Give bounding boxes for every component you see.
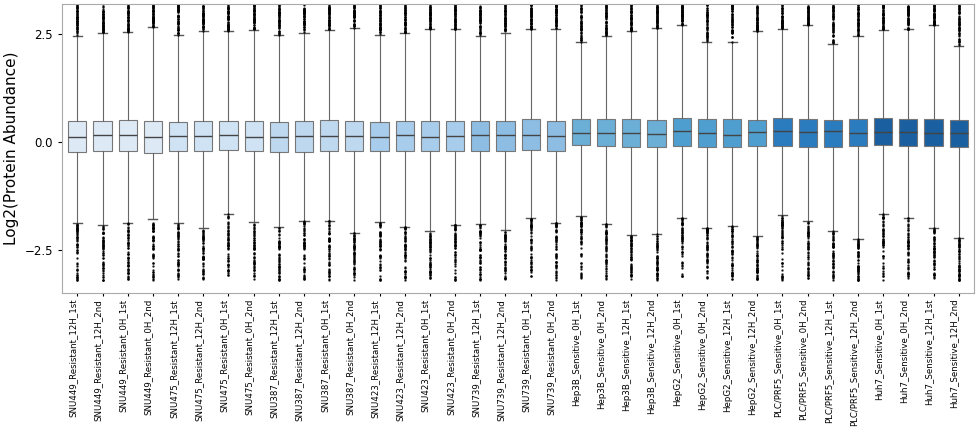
- PathPatch shape: [319, 120, 338, 151]
- PathPatch shape: [823, 120, 841, 147]
- PathPatch shape: [621, 119, 640, 147]
- PathPatch shape: [546, 121, 565, 151]
- PathPatch shape: [521, 119, 539, 150]
- PathPatch shape: [923, 119, 942, 146]
- PathPatch shape: [396, 121, 413, 151]
- PathPatch shape: [194, 121, 212, 151]
- PathPatch shape: [118, 120, 137, 151]
- PathPatch shape: [370, 122, 388, 151]
- PathPatch shape: [698, 119, 715, 147]
- PathPatch shape: [94, 121, 111, 151]
- PathPatch shape: [722, 119, 741, 147]
- PathPatch shape: [899, 119, 916, 146]
- PathPatch shape: [597, 119, 615, 146]
- PathPatch shape: [345, 121, 363, 151]
- PathPatch shape: [848, 119, 867, 147]
- PathPatch shape: [496, 121, 514, 151]
- PathPatch shape: [144, 121, 162, 153]
- PathPatch shape: [68, 121, 86, 152]
- PathPatch shape: [244, 121, 263, 151]
- PathPatch shape: [647, 120, 665, 147]
- PathPatch shape: [169, 122, 187, 150]
- PathPatch shape: [798, 119, 816, 147]
- PathPatch shape: [773, 118, 790, 146]
- PathPatch shape: [420, 121, 439, 151]
- PathPatch shape: [747, 120, 766, 147]
- PathPatch shape: [446, 120, 464, 151]
- PathPatch shape: [873, 118, 891, 145]
- PathPatch shape: [572, 119, 589, 145]
- PathPatch shape: [270, 122, 287, 152]
- PathPatch shape: [949, 120, 967, 147]
- PathPatch shape: [295, 121, 313, 152]
- PathPatch shape: [219, 120, 237, 150]
- PathPatch shape: [672, 118, 690, 145]
- PathPatch shape: [471, 121, 488, 151]
- Y-axis label: Log2(Protein Abundance): Log2(Protein Abundance): [4, 52, 20, 246]
